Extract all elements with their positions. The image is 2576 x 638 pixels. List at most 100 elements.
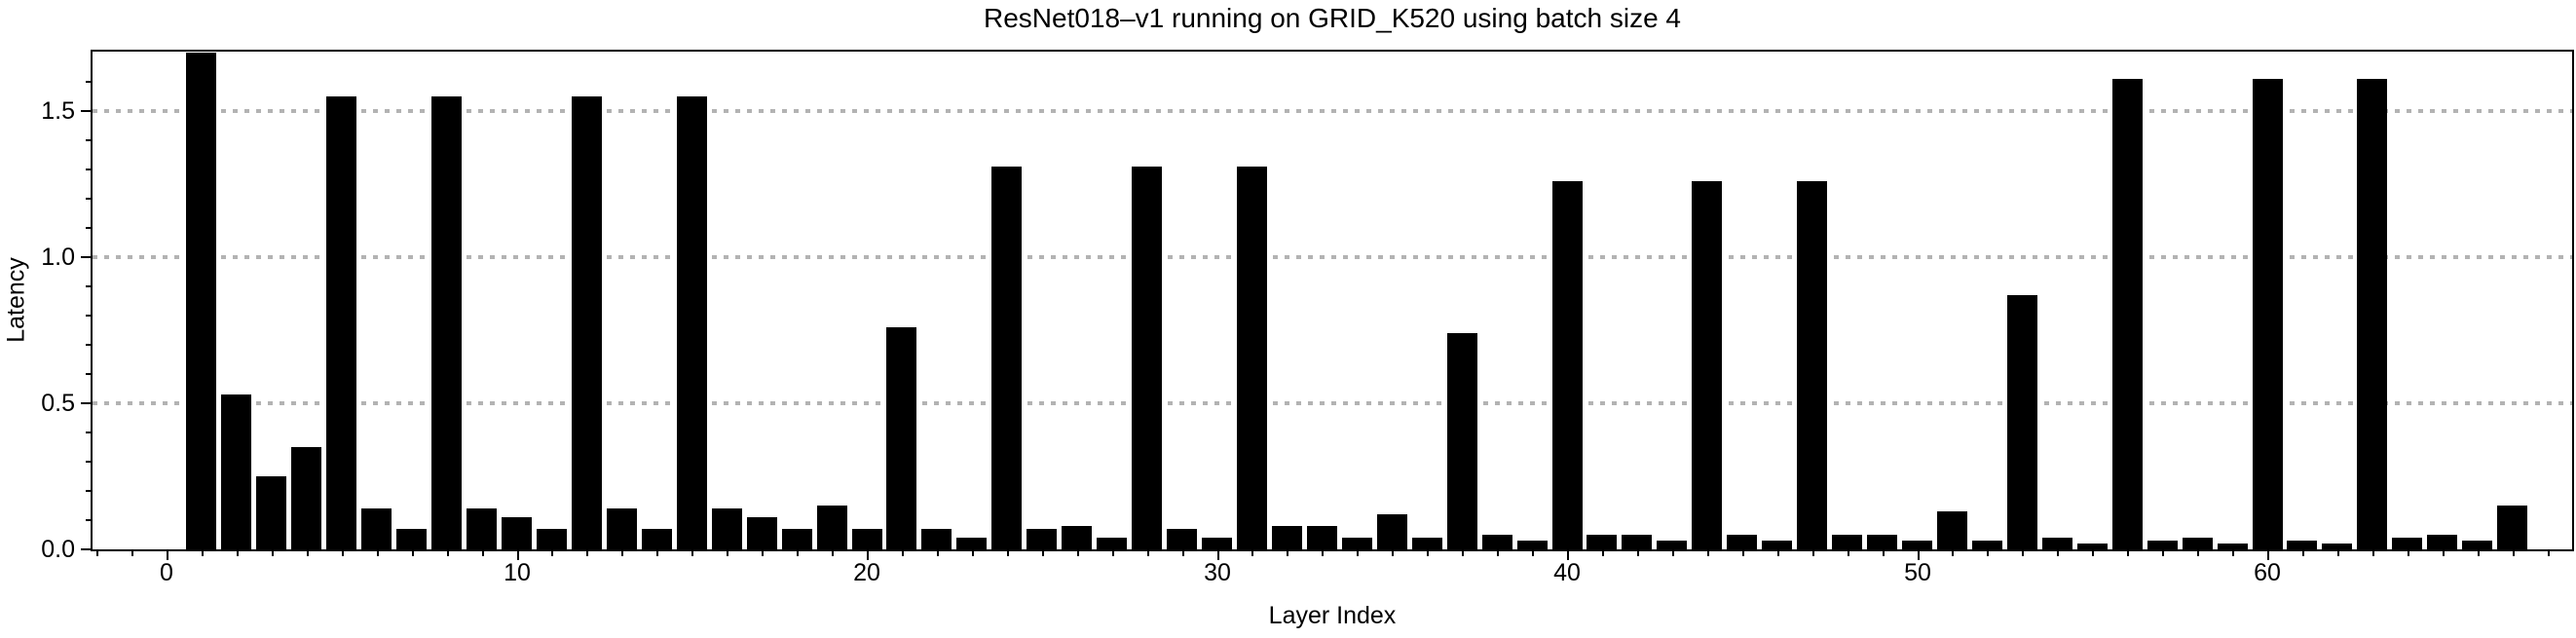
x-minor-tick [1742, 551, 1744, 556]
x-minor-tick [1987, 551, 1989, 556]
x-tick-label-20: 20 [853, 559, 880, 586]
y-major-tick-0.5 [81, 402, 91, 404]
x-minor-tick [1672, 551, 1674, 556]
x-minor-tick [1392, 551, 1394, 556]
gridline-0.5 [93, 401, 2572, 405]
bar-layer-5 [326, 96, 356, 549]
x-minor-tick [1883, 551, 1885, 556]
bar-layer-28 [1132, 167, 1162, 549]
x-major-tick-30 [1217, 551, 1219, 560]
gridline-1.5 [93, 109, 2572, 113]
bar-layer-65 [2427, 535, 2457, 549]
y-minor-tick [86, 315, 91, 317]
x-minor-tick [621, 551, 623, 556]
bar-layer-7 [396, 529, 427, 549]
x-minor-tick [1147, 551, 1149, 556]
bar-layer-43 [1657, 541, 1687, 549]
x-minor-tick [762, 551, 764, 556]
bar-layer-11 [537, 529, 567, 549]
bar-layer-14 [642, 529, 672, 549]
bar-layer-37 [1447, 333, 1477, 549]
bar-layer-26 [1062, 526, 1092, 549]
x-minor-tick [307, 551, 309, 556]
x-minor-tick [1602, 551, 1604, 556]
x-minor-tick [2057, 551, 2059, 556]
x-tick-label-60: 60 [2254, 559, 2281, 586]
bar-layer-49 [1867, 535, 1897, 549]
bar-layer-36 [1412, 538, 1442, 549]
x-axis-label: Layer Index [1268, 602, 1397, 629]
x-minor-tick [691, 551, 693, 556]
bar-layer-59 [2218, 544, 2248, 549]
x-minor-tick [342, 551, 344, 556]
bar-layer-51 [1937, 511, 1967, 549]
x-tick-label-0: 0 [160, 559, 173, 586]
x-minor-tick [1322, 551, 1324, 556]
x-minor-tick [656, 551, 658, 556]
bar-layer-2 [221, 394, 251, 549]
bar-layer-54 [2042, 538, 2072, 549]
x-minor-tick [412, 551, 414, 556]
x-minor-tick [482, 551, 484, 556]
x-minor-tick [272, 551, 274, 556]
bar-layer-55 [2077, 544, 2108, 549]
bar-layer-33 [1307, 526, 1337, 549]
bar-layer-66 [2462, 541, 2492, 549]
x-minor-tick [2372, 551, 2374, 556]
bar-layer-42 [1622, 535, 1652, 549]
y-major-tick-1.0 [81, 256, 91, 258]
x-minor-tick [1182, 551, 1184, 556]
x-minor-tick [1532, 551, 1534, 556]
bar-layer-27 [1097, 538, 1127, 549]
bar-layer-31 [1237, 167, 1267, 549]
y-tick-label-0.5: 0.5 [41, 390, 75, 417]
x-minor-tick [2548, 551, 2550, 556]
y-tick-label-1.0: 1.0 [41, 244, 75, 271]
bar-layer-64 [2392, 538, 2422, 549]
y-minor-tick [86, 198, 91, 200]
bar-layer-57 [2147, 541, 2178, 549]
x-minor-tick [2162, 551, 2164, 556]
y-minor-tick [86, 285, 91, 287]
bar-layer-3 [256, 476, 286, 549]
bar-layer-29 [1167, 529, 1197, 549]
x-minor-tick [2197, 551, 2199, 556]
bar-layer-6 [361, 508, 392, 549]
plot-area [91, 50, 2574, 551]
x-minor-tick [237, 551, 239, 556]
bar-layer-9 [467, 508, 497, 549]
bar-layer-50 [1902, 541, 1932, 549]
x-minor-tick [1637, 551, 1639, 556]
bar-layer-22 [921, 529, 952, 549]
x-minor-tick [96, 551, 98, 556]
y-minor-tick [86, 139, 91, 141]
chart-title: ResNet018–v1 running on GRID_K520 using … [984, 3, 1681, 33]
y-tick-label-1.5: 1.5 [41, 97, 75, 125]
x-minor-tick [1952, 551, 1954, 556]
bar-layer-8 [431, 96, 462, 549]
bar-layer-25 [1027, 529, 1057, 549]
bar-layer-10 [502, 517, 532, 549]
x-minor-tick [131, 551, 133, 556]
x-minor-tick [902, 551, 904, 556]
x-minor-tick [1077, 551, 1079, 556]
x-minor-tick [2127, 551, 2129, 556]
x-minor-tick [377, 551, 379, 556]
y-minor-tick [86, 81, 91, 83]
bar-layer-44 [1692, 181, 1722, 549]
x-minor-tick [937, 551, 939, 556]
bar-layer-18 [782, 529, 812, 549]
bar-layer-39 [1517, 541, 1548, 549]
gridline-1 [93, 255, 2572, 259]
y-minor-tick [86, 373, 91, 375]
bar-layer-34 [1342, 538, 1372, 549]
x-major-tick-20 [867, 551, 869, 560]
x-minor-tick [1042, 551, 1044, 556]
x-minor-tick [1462, 551, 1464, 556]
bar-layer-4 [291, 447, 321, 549]
y-minor-tick [86, 227, 91, 229]
x-minor-tick [1427, 551, 1429, 556]
bar-layer-38 [1482, 535, 1512, 549]
y-major-tick-0.0 [81, 548, 91, 550]
x-minor-tick [1777, 551, 1779, 556]
